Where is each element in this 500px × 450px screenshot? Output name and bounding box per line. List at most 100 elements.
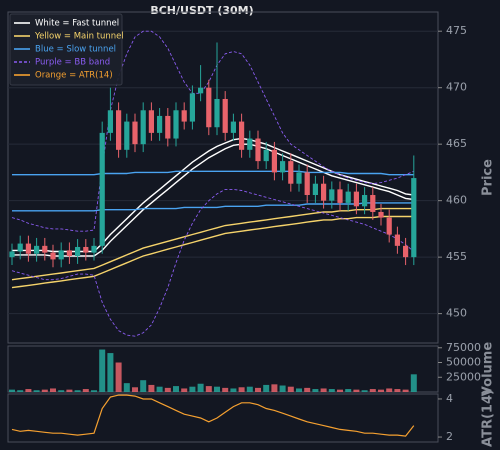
indicator-line bbox=[11, 188, 415, 337]
panel bbox=[7, 393, 439, 443]
candle-body bbox=[288, 161, 294, 184]
candle-body bbox=[206, 87, 212, 128]
volume-bar bbox=[296, 388, 302, 392]
candle-body bbox=[255, 138, 261, 162]
y-tick-label: 25000 bbox=[446, 370, 481, 383]
volume-bar bbox=[214, 386, 220, 392]
volume-bar bbox=[50, 388, 56, 392]
candle-body bbox=[140, 110, 146, 145]
y-tick-label: 4 bbox=[446, 392, 453, 405]
volume-bar bbox=[410, 374, 417, 392]
candle-body bbox=[321, 183, 327, 201]
volume-bar bbox=[173, 386, 179, 392]
candle-body bbox=[337, 189, 343, 203]
indicator-line bbox=[11, 215, 414, 289]
candle-body bbox=[353, 191, 359, 207]
candle-body bbox=[329, 189, 335, 201]
candle-body bbox=[230, 121, 236, 133]
volume-bar bbox=[238, 387, 245, 392]
candle-body bbox=[83, 246, 89, 253]
y-axis-label: ATR(14) bbox=[481, 389, 496, 447]
volume-bar bbox=[140, 380, 147, 392]
volume-bar bbox=[156, 386, 163, 392]
candle-body bbox=[198, 87, 204, 94]
y-tick-label: 455 bbox=[446, 250, 467, 263]
candle-body bbox=[181, 110, 187, 122]
candle-body bbox=[222, 98, 228, 133]
volume-bar bbox=[148, 384, 155, 392]
volume-bar bbox=[41, 389, 48, 392]
y-tick-label: 450 bbox=[446, 307, 467, 320]
volume-bar bbox=[181, 388, 188, 392]
candle-body bbox=[66, 250, 72, 257]
y-tick-label: 465 bbox=[446, 137, 467, 150]
y-tick-label: 460 bbox=[446, 194, 467, 207]
candle-body bbox=[99, 132, 105, 246]
candle-body bbox=[271, 149, 277, 173]
candle-body bbox=[34, 245, 40, 254]
candle-body bbox=[132, 121, 138, 145]
volume-bar bbox=[320, 388, 327, 392]
candle-body bbox=[107, 110, 113, 133]
volume-bar bbox=[99, 349, 106, 392]
panel bbox=[7, 11, 439, 344]
volume-bar bbox=[394, 389, 401, 392]
volume-bar bbox=[74, 390, 81, 392]
legend-label: Orange = ATR(14) bbox=[35, 71, 113, 81]
y-tick-label: 2 bbox=[446, 430, 453, 443]
volume-bar bbox=[115, 362, 122, 392]
volume-bar bbox=[197, 383, 204, 392]
candle-body bbox=[386, 217, 392, 235]
candle-body bbox=[124, 121, 130, 150]
atr-line bbox=[11, 394, 415, 437]
legend-box bbox=[9, 13, 123, 86]
candle-body bbox=[370, 195, 376, 212]
volume-bar bbox=[287, 386, 294, 392]
indicator-line bbox=[12, 170, 414, 176]
candle-body bbox=[189, 93, 195, 122]
volume-bar bbox=[337, 389, 343, 392]
volume-bar bbox=[271, 384, 278, 392]
volume-bar bbox=[189, 386, 196, 392]
y-tick-label: 470 bbox=[446, 81, 467, 94]
candle-body bbox=[345, 191, 351, 203]
volume-bar bbox=[58, 390, 65, 392]
volume-bar bbox=[17, 390, 24, 392]
candle-body bbox=[116, 110, 122, 150]
candle-body bbox=[403, 245, 409, 258]
y-tick-label: 475 bbox=[446, 24, 467, 37]
candle-body bbox=[25, 243, 31, 254]
volume-bar bbox=[378, 389, 384, 392]
volume-bar bbox=[279, 385, 286, 392]
volume-bar bbox=[164, 387, 171, 392]
volume-bar bbox=[312, 389, 319, 392]
y-axis-label: Price bbox=[481, 159, 496, 196]
volume-bar bbox=[246, 386, 253, 392]
candle-body bbox=[378, 211, 384, 218]
candle-body bbox=[17, 243, 23, 252]
candle-body bbox=[312, 183, 318, 196]
indicator-line bbox=[11, 30, 414, 232]
volume-bar bbox=[304, 387, 311, 392]
volume-bar bbox=[386, 388, 393, 392]
volume-bar bbox=[230, 388, 237, 392]
volume-bar bbox=[9, 389, 15, 392]
candle-body bbox=[304, 172, 310, 196]
volume-bar bbox=[25, 389, 32, 392]
candle-body bbox=[239, 121, 245, 150]
candle-body bbox=[58, 250, 64, 260]
volume-bar bbox=[263, 384, 270, 392]
indicator-line bbox=[11, 207, 414, 281]
candle-body bbox=[75, 246, 81, 257]
candle-body bbox=[296, 172, 302, 184]
indicator-line bbox=[12, 202, 414, 212]
candle-body bbox=[280, 161, 286, 173]
candle-body bbox=[157, 115, 163, 133]
candle-body bbox=[362, 195, 368, 207]
candle-body bbox=[173, 110, 179, 139]
volume-bar bbox=[353, 389, 360, 392]
candle-body bbox=[394, 234, 400, 246]
volume-bar bbox=[82, 389, 89, 392]
volume-bar bbox=[123, 383, 130, 392]
volume-bar bbox=[222, 387, 229, 392]
